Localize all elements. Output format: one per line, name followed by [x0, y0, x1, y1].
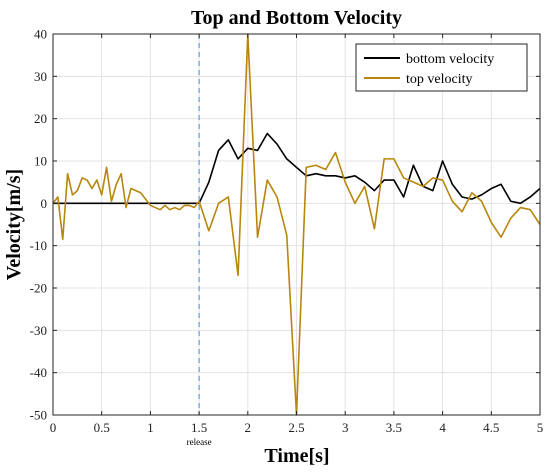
legend-label-top-velocity: top velocity — [406, 72, 473, 87]
legend-label-bottom-velocity: bottom velocity — [406, 52, 494, 67]
chart-title: Top and Bottom Velocity — [191, 7, 402, 29]
y-tick-label: -50 — [30, 408, 47, 423]
x-tick-label: 0 — [50, 420, 57, 435]
y-tick-label: 30 — [34, 69, 47, 84]
release-annotation-label: release — [187, 437, 212, 447]
x-tick-label: 3 — [342, 420, 349, 435]
legend-box — [355, 43, 528, 92]
x-tick-label: 2.5 — [288, 420, 304, 435]
y-tick-label: 0 — [41, 196, 48, 211]
tick-layer: 0 0.5 1 1.5 2 2.5 3 3.5 4 4.5 5 -50 -40 -30 -20 -10 0 10 2… — [30, 27, 544, 448]
x-tick-label: 1.5 — [191, 420, 207, 435]
y-tick-label: -40 — [30, 365, 47, 380]
y-tick-label: -30 — [30, 323, 47, 338]
x-tick-label: 4 — [439, 420, 446, 435]
x-tick-label: 2 — [245, 420, 252, 435]
x-tick-label: 4.5 — [483, 420, 499, 435]
series-line-top-velocity — [52, 33, 541, 416]
series-layer — [52, 33, 541, 416]
y-tick-label: 10 — [34, 154, 47, 169]
x-tick-label: 5 — [537, 420, 544, 435]
x-tick-label: 3.5 — [386, 420, 402, 435]
y-tick-label: 40 — [34, 27, 47, 42]
y-tick-label: 20 — [34, 111, 47, 126]
x-tick-label: 1 — [147, 420, 154, 435]
x-axis-label: Time[s] — [264, 445, 329, 467]
legend: bottom velocity top velocity — [355, 43, 528, 92]
series-line-bottom-velocity — [53, 132, 541, 205]
y-tick-label: -20 — [30, 281, 47, 296]
y-axis-label: Velocity[m/s] — [3, 169, 25, 280]
y-tick-label: -10 — [30, 238, 47, 253]
x-tick-label: 0.5 — [94, 420, 110, 435]
